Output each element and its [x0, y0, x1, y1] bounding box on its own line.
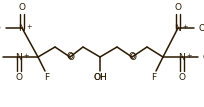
Text: O⁻: O⁻: [198, 24, 204, 33]
Text: OH: OH: [93, 74, 106, 82]
Text: N: N: [19, 24, 25, 33]
Text: O: O: [128, 51, 135, 60]
Text: F: F: [151, 74, 156, 82]
Text: O: O: [67, 53, 74, 62]
Text: ⁻O: ⁻O: [0, 24, 1, 33]
Text: O: O: [174, 2, 181, 11]
Text: +: +: [185, 53, 191, 59]
Text: N: N: [16, 53, 22, 62]
Text: N: N: [174, 24, 181, 33]
Text: OH: OH: [93, 74, 106, 82]
Text: +: +: [26, 24, 31, 30]
Text: +: +: [181, 24, 187, 30]
Text: O: O: [66, 51, 73, 60]
Text: O⁻: O⁻: [202, 53, 204, 62]
Text: O: O: [178, 74, 185, 82]
Text: O: O: [16, 74, 22, 82]
Text: O: O: [18, 2, 25, 11]
Text: F: F: [44, 74, 49, 82]
Text: +: +: [23, 53, 28, 59]
Text: N: N: [178, 53, 184, 62]
Text: O: O: [129, 53, 136, 62]
